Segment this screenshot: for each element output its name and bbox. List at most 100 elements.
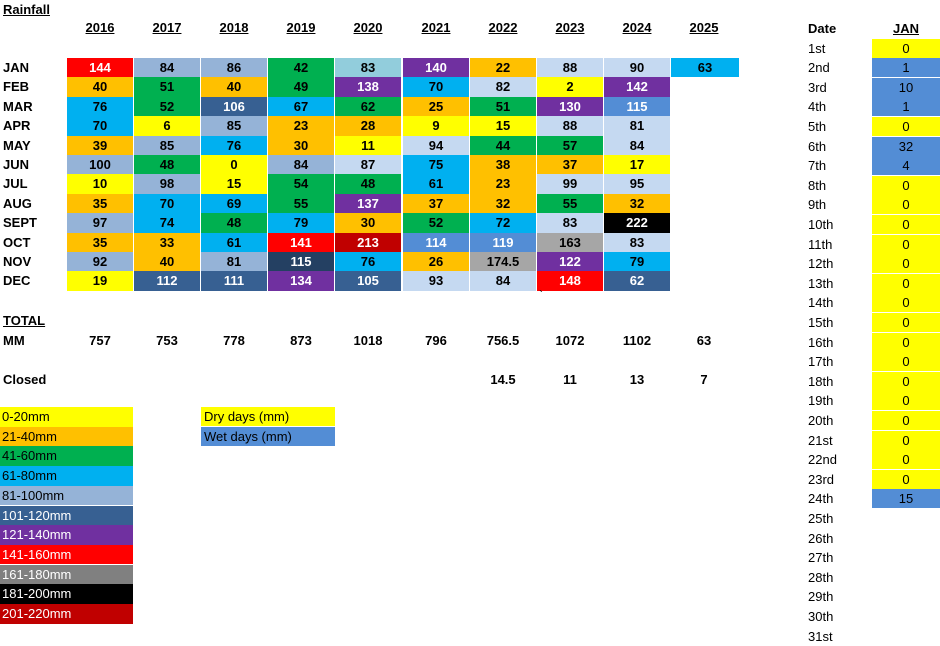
rainfall-cell: 52: [134, 96, 200, 117]
month-label: APR: [3, 118, 31, 134]
rainfall-cell: 93: [403, 271, 469, 291]
rainfall-cell: 138: [335, 77, 401, 97]
mm-label: MM: [3, 333, 25, 348]
rainfall-cell: 82: [470, 77, 536, 97]
rainfall-cell: 84: [470, 271, 536, 291]
dry-days-key: Dry days (mm): [201, 407, 335, 426]
rainfall-cell: 83: [537, 213, 603, 233]
rainfall-cell: 92: [67, 252, 133, 272]
total-value: 756.5: [486, 333, 520, 348]
jan-daily-value: 1: [872, 97, 940, 117]
date-label: 13th: [808, 275, 834, 291]
jan-daily-value: 0: [872, 371, 940, 391]
rainfall-cell: 86: [201, 58, 267, 78]
date-label: 3rd: [808, 79, 827, 95]
date-label: 20th: [808, 412, 834, 428]
date-label: 14th: [808, 295, 834, 311]
rainfall-cell: 130: [537, 96, 603, 117]
rainfall-cell: 32: [470, 193, 536, 214]
date-label: 7th: [808, 158, 827, 174]
date-label: 4th: [808, 99, 827, 115]
rainfall-cell: 38: [470, 155, 536, 175]
jan-header: JAN: [892, 21, 919, 36]
date-label: 15th: [808, 314, 834, 330]
date-label: 19th: [808, 393, 834, 409]
rainfall-cell: 63: [671, 58, 739, 78]
rainfall-cell: 83: [604, 232, 670, 252]
rainfall-cell: 105: [335, 271, 401, 291]
date-label: 24th: [808, 491, 834, 507]
rainfall-cell: 15: [201, 174, 267, 194]
total-value: 753: [156, 333, 178, 348]
legend-item: 21-40mm: [0, 426, 133, 447]
date-header: Date: [808, 21, 837, 36]
total-value: 873: [290, 333, 312, 348]
rainfall-cell: 70: [403, 77, 469, 97]
legend-item: 41-60mm: [0, 446, 133, 466]
jan-daily-value: 0: [872, 273, 940, 293]
rainfall-cell: 70: [67, 116, 133, 136]
rainfall-cell: 79: [604, 252, 670, 272]
rainfall-cell: 37: [537, 155, 603, 175]
rainfall-cell: 222: [604, 213, 670, 233]
rainfall-cell: 11: [335, 135, 401, 155]
rainfall-cell: 72: [470, 213, 536, 233]
date-label: 31st: [808, 628, 833, 644]
rainfall-cell: 52: [403, 213, 469, 233]
legend-item: 141-160mm: [0, 544, 133, 565]
jan-daily-value: 0: [872, 195, 940, 215]
rainfall-cell: 67: [268, 96, 334, 117]
year-header: 2023: [555, 20, 585, 35]
total-value: 1072: [555, 333, 585, 348]
year-header: 2018: [219, 20, 249, 35]
rainfall-cell: 84: [134, 58, 200, 78]
year-header: 2025: [689, 20, 719, 35]
rainfall-cell: 81: [201, 252, 267, 272]
month-label: FEB: [3, 79, 29, 95]
rainfall-cell: 76: [335, 252, 401, 272]
rainfall-cell: 62: [335, 96, 401, 117]
date-label: 16th: [808, 334, 834, 350]
rainfall-cell: 163: [537, 232, 603, 252]
rainfall-cell: 112: [134, 271, 200, 291]
year-header: 2020: [353, 20, 383, 35]
rainfall-cell: 84: [268, 155, 334, 175]
rainfall-cell: 40: [201, 77, 267, 97]
jan-daily-value: 0: [872, 38, 940, 58]
rainfall-cell: 26: [403, 252, 469, 272]
rainfall-cell: 114: [403, 232, 469, 252]
rainfall-cell: 213: [335, 232, 401, 252]
rainfall-cell: 70: [134, 193, 200, 214]
total-value: 796: [425, 333, 447, 348]
jan-daily-value: 0: [872, 175, 940, 195]
jan-daily-value: 0: [872, 234, 940, 254]
date-label: 18th: [808, 373, 834, 389]
rainfall-cell: 22: [470, 58, 536, 78]
jan-daily-value: 10: [872, 77, 940, 97]
total-value: 1018: [353, 333, 383, 348]
dry-days-label: Dry days (mm): [204, 409, 290, 424]
rainfall-cell: 51: [134, 77, 200, 97]
rainfall-cell: 55: [537, 193, 603, 214]
legend-item: 181-200mm: [0, 584, 133, 604]
jan-daily-value: 0: [872, 214, 940, 234]
date-label: 12th: [808, 256, 834, 272]
rainfall-cell: 54: [268, 174, 334, 194]
jan-daily-value: 0: [872, 332, 940, 352]
jan-daily-value: 0: [872, 254, 940, 274]
month-label: JAN: [3, 60, 30, 75]
rainfall-cell: 33: [134, 232, 200, 252]
legend-item: 101-120mm: [0, 505, 133, 526]
jan-daily-value: 0: [872, 312, 940, 332]
jan-daily-value: 4: [872, 156, 940, 176]
rainfall-cell: 17: [604, 155, 670, 175]
rainfall-cell: 39: [67, 135, 133, 155]
jan-daily-value: 0: [872, 410, 940, 430]
jan-daily-value: 0: [872, 430, 940, 450]
rainfall-cell: 119: [470, 232, 536, 252]
date-label: 17th: [808, 354, 834, 370]
rainfall-cell: 35: [67, 232, 133, 252]
rainfall-cell: 111: [201, 271, 267, 291]
rainfall-cell: 106: [201, 96, 267, 117]
date-label: 27th: [808, 550, 834, 566]
